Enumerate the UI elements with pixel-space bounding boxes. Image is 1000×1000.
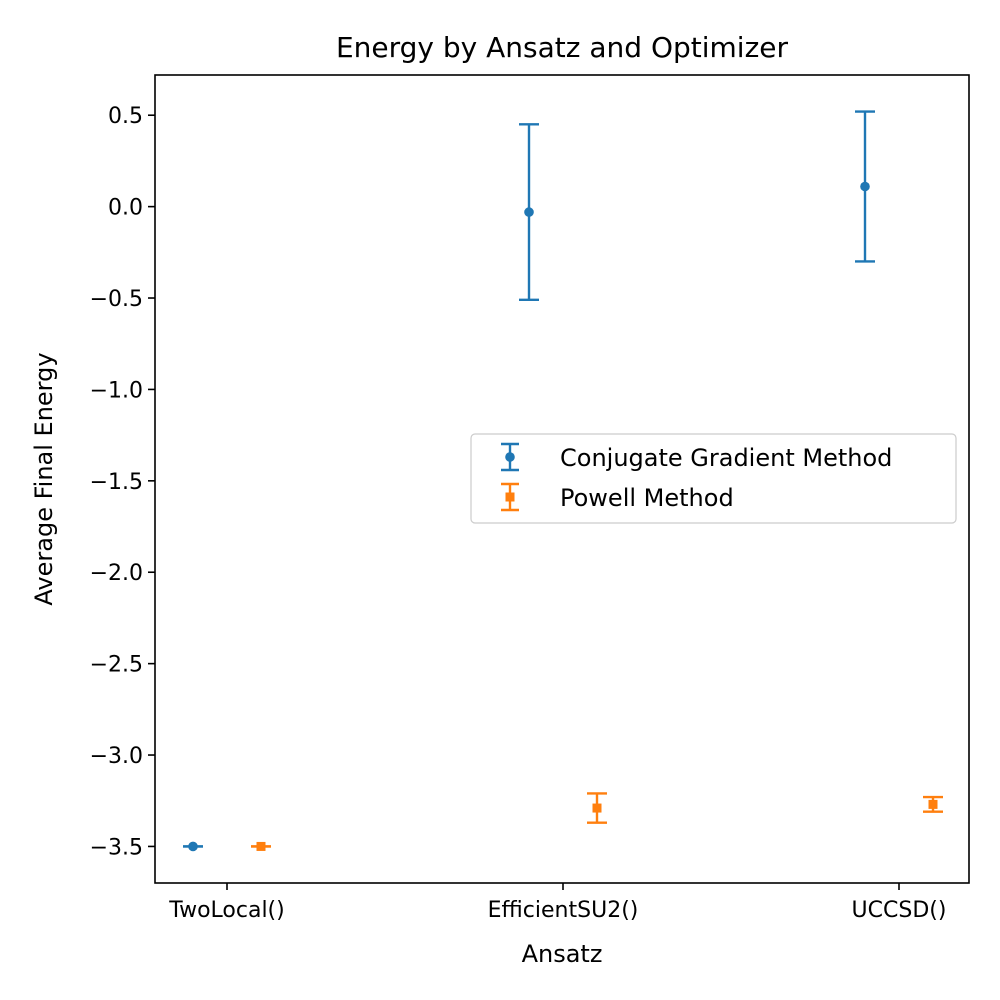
y-tick-label: 0.5 xyxy=(108,104,143,129)
y-tick-label: 0.0 xyxy=(108,196,143,221)
y-axis: 0.5 0.0 −0.5 −1.0 −1.5 −2.0 −2.5 −3.0 −3.5 xyxy=(90,104,155,860)
conjugate-gradient-method-twolocal-point xyxy=(188,841,198,852)
legend-label-powell: Powell Method xyxy=(560,484,734,512)
plot-frame xyxy=(154,74,970,884)
y-tick-label: −3.5 xyxy=(90,835,143,860)
plot-marks xyxy=(183,110,943,852)
conjugate-gradient-method-efficientsu2-point xyxy=(524,207,534,217)
legend-icon-conjugate-gradient xyxy=(501,442,519,472)
chart-title: Energy by Ansatz and Optimizer xyxy=(336,31,789,64)
y-tick-label: −1.0 xyxy=(90,378,143,403)
powell-method-twolocal-point xyxy=(256,841,266,851)
y-tick-label: −2.0 xyxy=(90,561,143,586)
legend-label-conjugate-gradient: Conjugate Gradient Method xyxy=(560,444,892,472)
y-tick-label: −3.0 xyxy=(90,744,143,769)
legend-icon-powell xyxy=(501,482,519,512)
powell-method-efficientsu2-point xyxy=(592,803,602,813)
legend-marker xyxy=(505,452,515,462)
y-tick-label: −2.5 xyxy=(90,653,143,678)
x-tick-label: EfficientSU2() xyxy=(488,898,639,923)
legend-marker xyxy=(505,492,515,502)
powell-method-uccsd-point xyxy=(928,799,938,809)
conjugate-gradient-method-uccsd-point xyxy=(860,181,870,192)
y-tick-label: −1.5 xyxy=(90,470,143,495)
legend-box xyxy=(470,433,957,524)
x-axis: TwoLocal() EfficientSU2() UCCSD() xyxy=(168,883,946,923)
y-axis-label: Average Final Energy xyxy=(30,352,58,605)
x-axis-label: Ansatz xyxy=(522,940,603,968)
y-tick-label: −0.5 xyxy=(90,287,143,312)
x-tick-label: TwoLocal() xyxy=(168,898,284,923)
x-tick-label: UCCSD() xyxy=(852,898,947,923)
legend: Conjugate Gradient Method Powell Method xyxy=(470,433,957,524)
